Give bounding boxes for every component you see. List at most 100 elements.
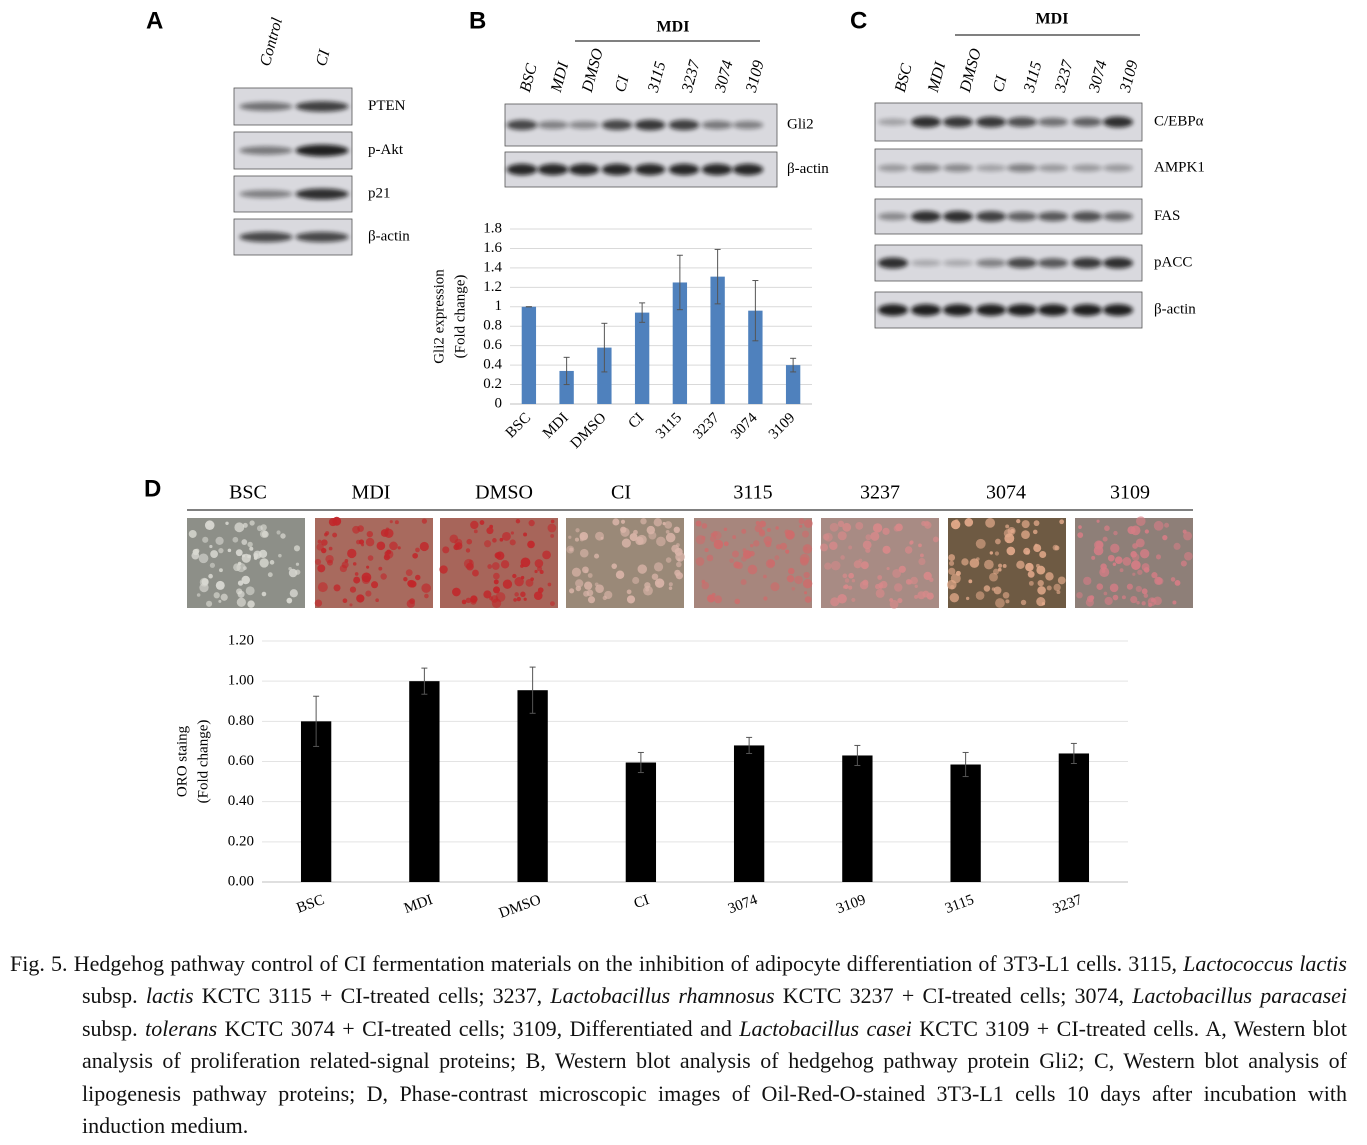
blot-band — [910, 163, 942, 173]
micrograph-cell — [799, 524, 803, 528]
micrograph-cell — [851, 597, 856, 602]
blot-band — [910, 304, 942, 316]
x-tick-label: BSC — [295, 892, 327, 917]
micrograph-cell — [676, 561, 682, 568]
micrograph-cell — [502, 579, 513, 589]
micrograph-cell — [882, 527, 890, 535]
micrograph-cell — [1076, 591, 1083, 599]
micrograph-cell — [1034, 543, 1038, 547]
x-tick-label: DMSO — [568, 410, 610, 452]
micrograph-cell — [804, 546, 808, 551]
micrograph-cell — [1006, 546, 1016, 556]
micrograph-cell — [1140, 549, 1150, 559]
micrograph-cell — [848, 585, 853, 590]
micrograph-cell — [232, 536, 239, 543]
micrograph-cell — [333, 584, 341, 592]
column-label: DMSO — [579, 46, 607, 95]
panel-letter: C — [850, 7, 867, 34]
bar — [597, 347, 612, 404]
micrograph-cell — [1037, 579, 1044, 587]
micrograph-cell — [352, 525, 360, 534]
micrograph-cell — [706, 554, 714, 562]
micrograph-cell — [583, 581, 593, 590]
micrograph-cell — [767, 559, 775, 567]
blot-band — [975, 211, 1007, 222]
micrograph-cell — [489, 524, 494, 529]
micrograph-cell — [202, 536, 209, 543]
micrograph-cell — [918, 543, 922, 548]
micrograph-cell — [621, 538, 631, 548]
micrograph-cell — [656, 581, 660, 585]
panel-letter: D — [144, 475, 161, 502]
micrograph-cell — [256, 525, 263, 532]
micrograph-cell — [1112, 594, 1119, 601]
micrograph-cell — [534, 569, 538, 574]
micrograph-cell — [620, 526, 627, 533]
micrograph-cell — [993, 586, 1002, 595]
micrograph-cell — [626, 589, 632, 595]
micrograph-cell — [840, 555, 845, 560]
micrograph-cell — [1045, 572, 1054, 581]
micrograph-cell — [569, 588, 575, 594]
micrograph-cell — [575, 528, 580, 533]
micrograph-cell — [516, 596, 521, 602]
micrograph-cell — [664, 521, 673, 529]
micrograph-cell — [1046, 585, 1052, 591]
x-tick-label: DMSO — [497, 892, 543, 922]
micrograph-cell — [640, 518, 647, 525]
micrograph-cell — [409, 598, 416, 605]
micrograph-cell — [245, 586, 255, 596]
y-tick-label: 1.20 — [228, 632, 254, 648]
micrograph-cell — [514, 576, 524, 587]
micrograph-cell — [1153, 520, 1164, 531]
micrograph-cell — [842, 522, 852, 532]
micrograph-cell — [1101, 569, 1106, 574]
error-bar — [752, 280, 759, 342]
y-tick-label: 1.4 — [483, 259, 502, 275]
micrograph-cell — [983, 585, 991, 592]
micrograph-cell — [316, 543, 324, 551]
micrograph-cell — [424, 593, 429, 599]
micrograph-cell — [295, 569, 301, 575]
micrograph-cell — [865, 534, 872, 541]
error-bar — [563, 356, 570, 386]
micrograph-cell — [415, 574, 421, 581]
micrograph-cell — [844, 578, 850, 583]
micrograph-cell — [206, 600, 213, 607]
y-tick-label: 0.4 — [483, 357, 502, 373]
micrograph-cell — [321, 539, 328, 546]
micrograph-cell — [1144, 529, 1149, 534]
micrograph-cell — [1028, 580, 1034, 586]
micrograph-cell — [269, 560, 275, 565]
micrograph-cell — [509, 539, 516, 546]
micrograph-cell — [1184, 551, 1193, 561]
micrograph-cell — [421, 518, 428, 524]
bar — [710, 276, 725, 404]
bar — [300, 721, 332, 882]
micrograph-cell — [253, 556, 258, 560]
micrograph-cell — [397, 546, 401, 550]
blot-band — [239, 102, 293, 111]
micrograph-cell — [502, 531, 511, 541]
micrograph-cell — [706, 594, 715, 603]
micrograph-cell — [1113, 530, 1118, 536]
y-tick-label: 0 — [495, 395, 503, 411]
micrograph-cell — [763, 536, 773, 545]
caption-text: subsp. — [82, 983, 146, 1009]
y-tick-label: 0.20 — [228, 833, 254, 849]
micrograph-cell — [550, 533, 555, 538]
micrograph-cell — [997, 563, 1003, 568]
micrograph-cell — [731, 550, 739, 558]
column-label: MDI — [925, 60, 950, 95]
micrograph-cell — [870, 531, 880, 541]
micrograph-cell — [568, 535, 572, 539]
micrograph-cell — [575, 579, 584, 588]
micrograph-cell — [1135, 585, 1142, 593]
micrograph-cell — [919, 553, 924, 558]
micrograph-cell — [188, 529, 197, 538]
caption-text: KCTC 3109 + CI-treated cells. A, Western… — [82, 1015, 1348, 1139]
micrograph-cell — [1053, 583, 1061, 592]
micrograph-cell — [470, 520, 479, 530]
micrograph-cell — [1016, 560, 1025, 570]
micrograph-cell — [1154, 576, 1163, 585]
